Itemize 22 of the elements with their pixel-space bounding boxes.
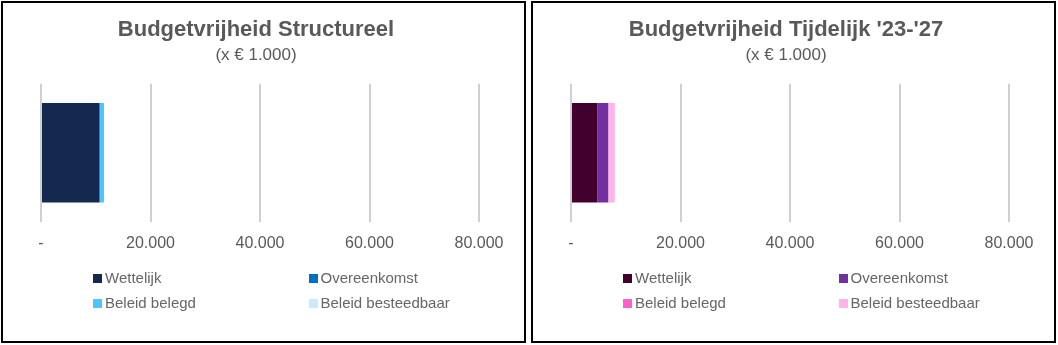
legend-label: Wettelijk [635,269,692,286]
legend-label: Beleid belegd [105,294,196,311]
legend-label: Overeenkomst [320,269,419,286]
x-tick-label: 40.000 [235,233,285,251]
chart-subtitle: (x € 1.000) [215,45,297,65]
x-tick-label: 80.000 [454,233,504,251]
x-tick-label: 20.000 [656,233,706,251]
legend-label: Beleid besteedbaar [320,294,450,311]
x-tick-label: 20.000 [126,233,176,251]
chart-title: Budgetvrijheid Tijdelijk '23-'27 [628,16,944,42]
x-tick-label: 60.000 [345,233,395,251]
legend-label: Beleid belegd [635,294,726,311]
legend-label: Beleid besteedbaar [850,294,980,311]
legend-label: Overeenkomst [850,269,949,286]
x-tick-label: 60.000 [875,233,925,251]
x-tick-label: - [568,233,574,251]
x-tick-label: 40.000 [765,233,815,251]
chart-title: Budgetvrijheid Structureel [117,16,395,42]
x-tick-label: 80.000 [984,233,1034,251]
x-tick-label: - [38,233,44,251]
legend-label: Wettelijk [105,269,162,286]
chart-subtitle: (x € 1.000) [745,45,827,65]
